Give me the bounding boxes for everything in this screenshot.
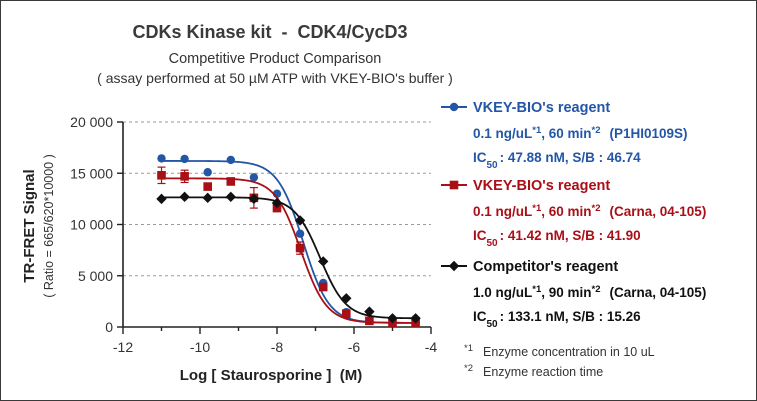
y-tick-label: 20 000 bbox=[70, 114, 113, 130]
legend-sup-2: *2 bbox=[592, 125, 601, 136]
data-point bbox=[342, 309, 351, 318]
data-point bbox=[157, 171, 166, 180]
data-point bbox=[226, 177, 236, 186]
legend-ic50-0: IC50: 47.88 nM, S/B : 46.74 bbox=[473, 150, 641, 171]
data-point bbox=[156, 193, 167, 205]
chart-subtitle: Competitive Product Comparison bbox=[169, 51, 382, 67]
ic-subscript: 50 bbox=[487, 319, 499, 330]
legend-time: , 60 min bbox=[541, 126, 591, 141]
legend-sup-2: *2 bbox=[592, 203, 601, 214]
legend-marker-2 bbox=[448, 260, 460, 272]
footnote-mark-0: *1 bbox=[464, 343, 473, 354]
data-point bbox=[295, 243, 305, 253]
data-point bbox=[226, 155, 235, 165]
footnote-mark-1: *2 bbox=[464, 363, 473, 374]
y-tick-label: 10 000 bbox=[70, 217, 113, 233]
y-tick-label: 15 000 bbox=[70, 165, 113, 181]
footnotes: *1 Enzyme concentration in 10 uL *2 Enzyme … bbox=[464, 343, 655, 379]
chart-subtitle-2: ( assay performed at 50 µM ATP with VKEY… bbox=[97, 70, 453, 86]
legend-sup-1: *1 bbox=[532, 284, 542, 295]
data-point bbox=[225, 191, 236, 203]
data-point bbox=[203, 168, 212, 177]
data-point bbox=[157, 154, 166, 163]
data-point bbox=[249, 173, 259, 182]
data-point bbox=[179, 191, 190, 203]
data-point bbox=[294, 215, 306, 226]
ic50-value: : 133.1 nM, S/B : 15.26 bbox=[500, 309, 642, 324]
legend-detail-2: 1.0 ng/uL*1, 90 min*2 (Carna, 04-105) bbox=[473, 284, 706, 301]
data-point bbox=[203, 182, 212, 191]
legend-dose: 0.1 ng/uL bbox=[473, 126, 532, 141]
series-layer bbox=[156, 154, 421, 328]
legend-time: , 60 min bbox=[541, 204, 591, 219]
series-1 bbox=[157, 166, 420, 328]
data-point bbox=[318, 282, 328, 292]
x-tick-label: -4 bbox=[425, 339, 438, 355]
series-0 bbox=[157, 154, 420, 328]
footnote-text-0: Enzyme concentration in 10 uL bbox=[483, 345, 655, 359]
legend-detail-0: 0.1 ng/uL*1, 60 min*2 (P1HI0109S) bbox=[473, 125, 688, 142]
data-point bbox=[180, 172, 189, 181]
x-tick-label: -8 bbox=[271, 339, 284, 355]
series-2 bbox=[156, 191, 421, 324]
axes: 0 5 000 10 000 15 000 20 000 -12 -10 -8 -6 -4 bbox=[70, 114, 437, 355]
legend-ref: (P1HI0109S) bbox=[610, 126, 688, 141]
ic-label: IC bbox=[473, 150, 487, 165]
fit-curve-2 bbox=[161, 196, 416, 320]
data-point bbox=[202, 192, 213, 204]
y-axis-label-2: ( Ratio = 665/620*10000 ) bbox=[42, 154, 56, 298]
y-tick-label: 0 bbox=[105, 319, 113, 335]
ic-label: IC bbox=[473, 228, 487, 243]
legend-detail-1: 0.1 ng/uL*1, 60 min*2 (Carna, 04-105) bbox=[473, 203, 706, 220]
data-point bbox=[341, 293, 352, 304]
x-axis-label: Log [ Staurosporine ] (M) bbox=[180, 367, 362, 384]
legend-sup-1: *1 bbox=[532, 125, 542, 136]
chart-title: CDKs Kinase kit - CDK4/CycD3 bbox=[132, 22, 407, 42]
legend-dose: 0.1 ng/uL bbox=[473, 204, 532, 219]
data-point bbox=[410, 313, 421, 324]
legend-marker-0 bbox=[449, 102, 459, 112]
data-point bbox=[318, 256, 329, 267]
legend-name-2: Competitor's reagent bbox=[473, 259, 618, 275]
legend-marker-1 bbox=[449, 180, 459, 190]
legend-ref: (Carna, 04-105) bbox=[610, 204, 707, 219]
legend-ref: (Carna, 04-105) bbox=[610, 285, 707, 300]
legend-ic50-2: IC50: 133.1 nM, S/B : 15.26 bbox=[473, 309, 641, 330]
ic-subscript: 50 bbox=[487, 238, 499, 249]
legend-sup-2: *2 bbox=[592, 284, 601, 295]
legend-name-1: VKEY-BIO's reagent bbox=[473, 178, 610, 194]
data-point bbox=[180, 154, 189, 164]
data-point bbox=[271, 197, 283, 209]
ic-subscript: 50 bbox=[487, 160, 499, 171]
y-axis-label: TR-FRET Signal bbox=[21, 169, 38, 282]
data-point bbox=[248, 193, 260, 205]
legend-time: , 90 min bbox=[541, 285, 591, 300]
legend-name-0: VKEY-BIO's reagent bbox=[473, 100, 610, 116]
x-tick-label: -6 bbox=[348, 339, 361, 355]
data-point bbox=[387, 313, 398, 324]
ic50-value: : 47.88 nM, S/B : 46.74 bbox=[500, 150, 642, 165]
data-point bbox=[365, 316, 374, 326]
footnote-text-1: Enzyme reaction time bbox=[483, 365, 603, 379]
ic-label: IC bbox=[473, 309, 487, 324]
x-tick-label: -12 bbox=[113, 339, 133, 355]
fit-curve-0 bbox=[161, 160, 416, 324]
data-point bbox=[295, 229, 305, 238]
legend-dose: 1.0 ng/uL bbox=[473, 285, 532, 300]
legend-sup-1: *1 bbox=[532, 203, 542, 214]
y-tick-label: 5 000 bbox=[78, 268, 113, 284]
x-tick-label: -10 bbox=[190, 339, 210, 355]
ic50-value: : 41.42 nM, S/B : 41.90 bbox=[500, 228, 641, 243]
data-point bbox=[364, 306, 375, 317]
legend-ic50-1: IC50: 41.42 nM, S/B : 41.90 bbox=[473, 228, 641, 249]
